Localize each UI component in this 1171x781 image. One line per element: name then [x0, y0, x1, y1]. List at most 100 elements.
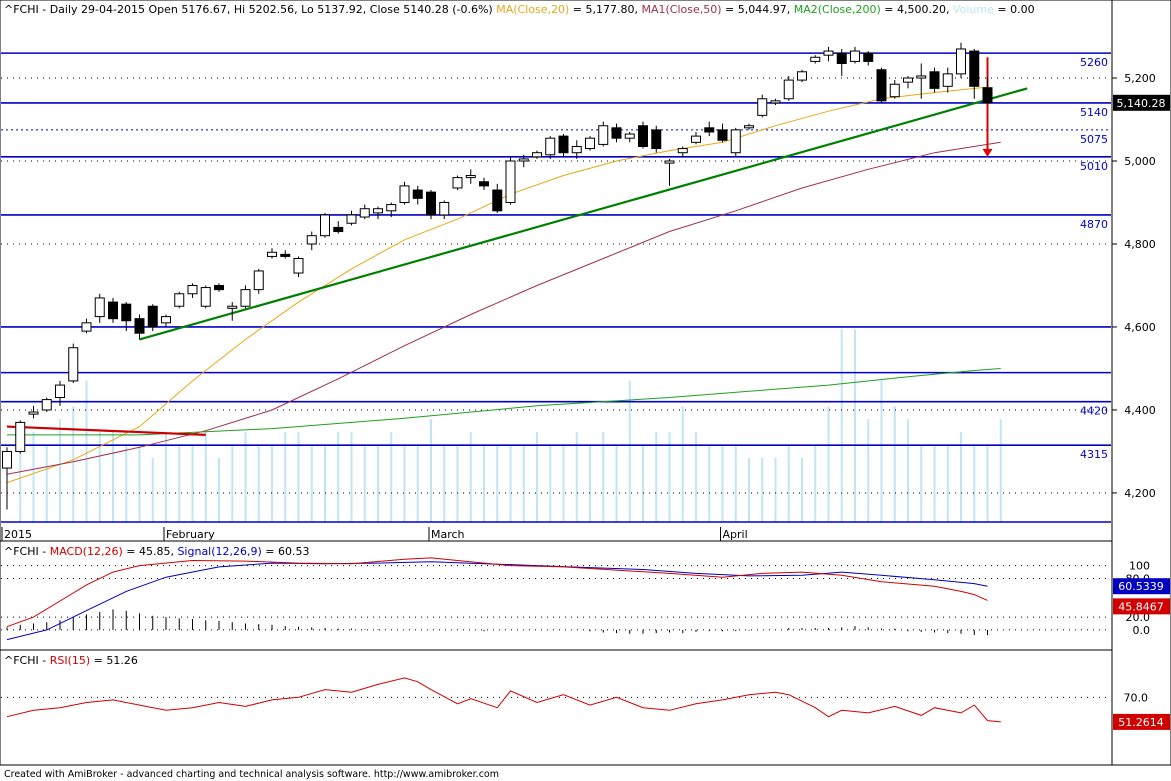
candle-body — [876, 69, 887, 102]
candle-body — [770, 100, 781, 104]
candle-body — [545, 137, 556, 156]
candle-body — [757, 98, 768, 116]
candle-body — [598, 125, 609, 145]
candle-body — [797, 71, 807, 81]
moving-average-line — [7, 368, 1001, 436]
candle-body — [68, 347, 79, 382]
rsi-pane[interactable] — [0, 649, 1113, 766]
trendline — [139, 87, 1028, 341]
candle-body — [823, 50, 834, 56]
rsi-value: 51.2614 — [1118, 716, 1164, 729]
candle-body — [465, 175, 476, 179]
candle-body — [187, 284, 198, 295]
candle-body — [161, 316, 171, 324]
candle-body — [677, 148, 688, 154]
candle-body — [28, 411, 39, 415]
candle-body — [505, 160, 516, 203]
trendlines — [6, 57, 1028, 436]
candle-body — [214, 284, 224, 291]
trendline — [6, 425, 206, 436]
candle-body — [532, 152, 542, 158]
price-tick-label: 5,000 — [1124, 155, 1156, 168]
candle-body — [863, 52, 874, 62]
rsi-indicator: 70.0 51.2614 — [1, 677, 1170, 730]
price-header-legend: ^FCHI - Daily 29-04-2015 Open 5176.67, H… — [4, 3, 1035, 16]
level-label: 5140 — [1080, 106, 1108, 119]
price-pane[interactable] — [0, 0, 1113, 542]
candle-body — [55, 384, 65, 399]
candle-body — [227, 305, 238, 309]
candle-body — [571, 145, 582, 154]
candle-body — [783, 79, 794, 100]
candle-body — [717, 129, 728, 141]
candle-body — [518, 158, 529, 162]
candle-body — [306, 235, 317, 245]
price-axis: 4,200 4,400 4,600 4,800 5,000 5,200 5,140.28 — [1112, 72, 1170, 500]
macd-value: 45.8467 — [1118, 600, 1164, 613]
down-arrow-head — [982, 148, 993, 157]
date-axis: 2015 February March April — [1, 527, 748, 541]
rsi-header-legend: ^FCHI - RSI(15) = 51.26 — [4, 654, 138, 667]
level-label: 5010 — [1080, 160, 1108, 173]
value-axis-strip — [1111, 0, 1171, 766]
footer-credit: Created with AmiBroker - advanced charti… — [4, 769, 499, 780]
candle-body — [730, 129, 741, 154]
candle-body — [412, 189, 423, 199]
candle-body — [956, 48, 966, 75]
candle-body — [903, 77, 913, 83]
candle-body — [320, 214, 330, 237]
rsi-line — [6, 677, 1001, 723]
macd-tick-label: 100 — [1129, 560, 1150, 573]
level-label: 4870 — [1080, 218, 1108, 231]
candle-body — [691, 135, 701, 143]
rsi-tick-label: 70.0 — [1124, 691, 1149, 704]
macd-value-badge — [1113, 598, 1170, 615]
level-label: 5075 — [1080, 133, 1108, 146]
level-label: 4420 — [1080, 405, 1108, 418]
candle-body — [41, 399, 52, 411]
last-price-badge — [1113, 94, 1170, 111]
candle-body — [836, 52, 847, 64]
level-label: 5260 — [1080, 56, 1108, 69]
candle-body — [942, 73, 953, 87]
date-label: March — [431, 528, 465, 541]
macd-pane[interactable] — [0, 540, 1113, 651]
candle-body — [558, 135, 569, 154]
candle-body — [134, 318, 145, 334]
candle-body — [492, 189, 503, 212]
candle-body — [585, 137, 595, 150]
candle-body — [386, 204, 397, 212]
moving-average-line — [6, 141, 1001, 475]
candle-body — [611, 127, 622, 139]
candle-body — [267, 251, 277, 257]
macd-tick-label: 0.0 — [1133, 624, 1151, 637]
price-tick-label: 4,200 — [1124, 487, 1156, 500]
candle-body — [15, 421, 26, 452]
macd-line — [6, 557, 988, 628]
price-tick-label: 4,800 — [1124, 238, 1156, 251]
candle-body — [121, 303, 132, 322]
candle-body — [664, 160, 675, 164]
candle-body — [426, 191, 436, 216]
macd-signal-badge — [1113, 578, 1170, 595]
date-label: April — [723, 528, 748, 541]
candle-body — [929, 71, 940, 89]
candle-body — [240, 289, 251, 307]
price-tick-label: 5,200 — [1124, 72, 1156, 85]
macd-signal-value: 60.5339 — [1118, 580, 1164, 593]
candle-body — [651, 129, 662, 150]
date-label: 2015 — [4, 528, 32, 541]
volume-bars — [19, 329, 1002, 522]
candle-body — [916, 75, 927, 79]
candle-body — [969, 50, 980, 87]
price-tick-label: 4,600 — [1124, 321, 1156, 334]
candle-body — [359, 208, 370, 218]
candle-body — [399, 185, 410, 203]
candle-body — [81, 322, 92, 332]
candle-body — [2, 450, 12, 469]
candle-body — [280, 253, 291, 257]
candle-body — [253, 270, 264, 291]
candle-body — [439, 201, 450, 216]
